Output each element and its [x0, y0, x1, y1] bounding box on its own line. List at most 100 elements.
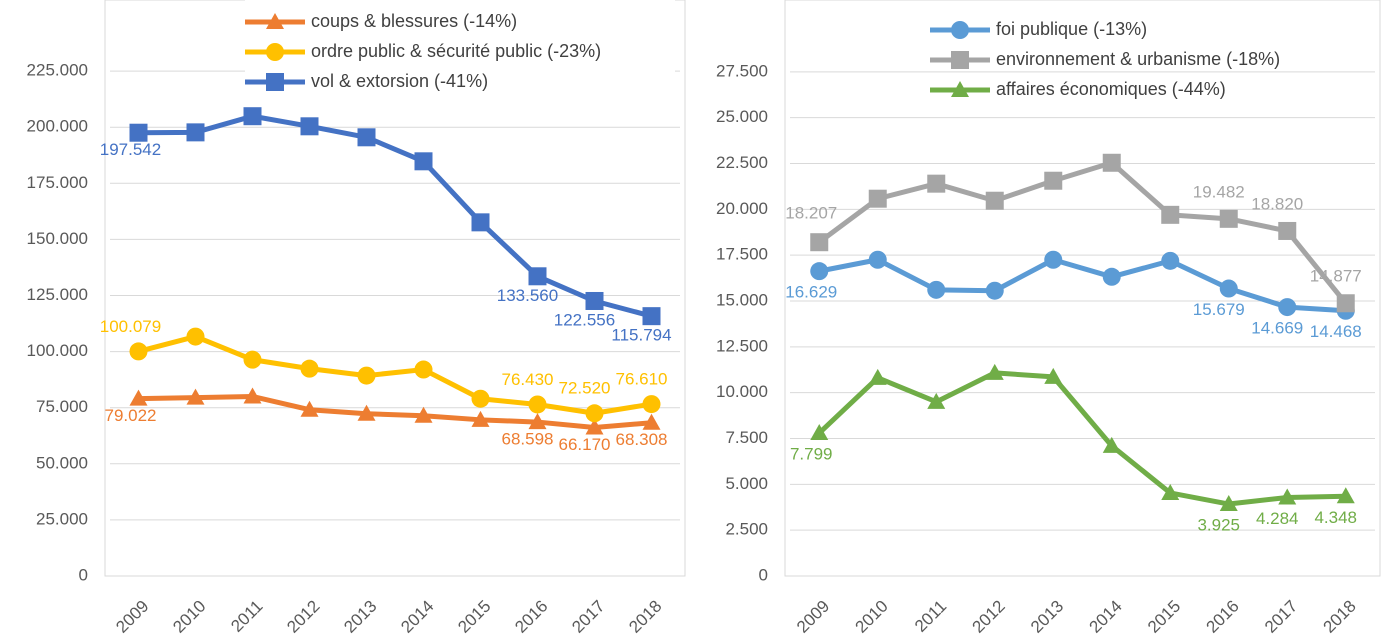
series-line — [817, 160, 1348, 305]
data-point — [300, 117, 319, 136]
data-point — [1102, 153, 1121, 172]
data-point — [1044, 171, 1063, 190]
y-tick-label: 20.000 — [716, 199, 768, 218]
series-line — [138, 393, 652, 431]
data-point — [1219, 279, 1238, 298]
data-label: 3.925 — [1197, 516, 1240, 535]
data-point — [414, 360, 433, 379]
data-point — [471, 389, 490, 408]
data-label: 76.430 — [502, 370, 554, 389]
y-tick-label: 175.000 — [27, 173, 88, 192]
data-label: 68.598 — [502, 430, 554, 449]
y-tick-label: 22.500 — [716, 153, 768, 172]
data-point — [1336, 487, 1355, 504]
data-label: 7.799 — [790, 445, 833, 464]
data-point — [868, 189, 887, 208]
legend-marker — [951, 21, 969, 39]
legend-label: vol & extorsion (-41%) — [311, 71, 488, 91]
data-point — [585, 418, 604, 435]
y-tick-label: 7.500 — [725, 428, 768, 447]
data-point — [186, 388, 205, 405]
data-point — [927, 392, 946, 409]
data-point — [985, 363, 1004, 380]
y-tick-label: 0 — [79, 565, 88, 584]
legend-label: ordre public & sécurité public (-23%) — [311, 41, 601, 61]
data-point — [1278, 488, 1297, 505]
data-point — [1044, 367, 1063, 384]
y-tick-label: 10.000 — [716, 382, 768, 401]
data-point — [243, 350, 262, 369]
data-point — [1102, 267, 1121, 286]
data-label: 14.877 — [1310, 267, 1362, 286]
legend-box — [245, 0, 675, 110]
data-label: 133.560 — [497, 286, 558, 305]
data-label: 19.482 — [1193, 182, 1245, 201]
data-point — [810, 424, 829, 441]
data-label: 68.308 — [616, 430, 668, 449]
data-point — [129, 389, 148, 406]
data-point — [186, 327, 205, 346]
y-tick-label: 5.000 — [725, 474, 768, 493]
data-label: 122.556 — [554, 310, 615, 329]
data-label: 76.610 — [616, 370, 668, 389]
data-point — [985, 281, 1004, 300]
data-label: 115.794 — [611, 326, 671, 345]
y-tick-label: 125.000 — [27, 285, 88, 304]
y-tick-label: 25.000 — [716, 107, 768, 126]
data-point — [642, 413, 661, 430]
data-point — [585, 404, 604, 423]
data-point — [414, 152, 433, 171]
data-point — [471, 213, 490, 232]
series-line — [138, 113, 653, 319]
legend-marker — [266, 13, 284, 29]
data-point — [1161, 205, 1180, 224]
data-point — [1336, 294, 1355, 313]
data-point — [868, 368, 887, 385]
data-label: 4.348 — [1314, 508, 1357, 527]
data-point — [1219, 495, 1238, 512]
y-tick-label: 225.000 — [27, 61, 88, 80]
y-tick-label: 100.000 — [27, 341, 88, 360]
series-line — [817, 370, 1346, 507]
data-point — [528, 267, 547, 286]
y-tick-label: 75.000 — [36, 397, 88, 416]
legend-label: environnement & urbanisme (-18%) — [996, 49, 1280, 69]
data-point — [642, 395, 661, 414]
data-point — [528, 395, 547, 414]
legend-marker — [266, 43, 284, 61]
data-point — [129, 342, 148, 361]
data-label: 100.079 — [100, 317, 161, 336]
data-label: 4.284 — [1256, 509, 1299, 528]
data-point — [186, 123, 205, 142]
data-label: 18.820 — [1251, 194, 1303, 213]
data-point — [471, 410, 490, 427]
data-point — [357, 404, 376, 421]
data-point — [868, 250, 887, 269]
legend-label: foi publique (-13%) — [996, 19, 1147, 39]
y-tick-label: 12.500 — [716, 336, 768, 355]
data-point — [357, 128, 376, 147]
data-point — [243, 107, 262, 126]
data-point — [243, 387, 262, 404]
data-point — [1102, 436, 1121, 453]
y-tick-label: 17.500 — [716, 245, 768, 264]
data-point — [1278, 221, 1297, 240]
data-point — [1044, 250, 1063, 269]
series-line — [137, 334, 652, 416]
data-point — [129, 123, 148, 142]
y-tick-label: 15.000 — [716, 290, 768, 309]
data-point — [810, 233, 829, 252]
y-tick-label: 27.500 — [716, 61, 768, 80]
data-point — [528, 413, 547, 430]
legend-label: coups & blessures (-14%) — [311, 11, 517, 31]
legend-marker — [266, 73, 284, 91]
data-point — [985, 191, 1004, 210]
data-label: 18.207 — [785, 204, 837, 223]
y-tick-label: 150.000 — [27, 229, 88, 248]
data-label: 66.170 — [559, 435, 611, 454]
data-point — [300, 359, 319, 378]
data-point — [585, 291, 604, 310]
data-label: 15.679 — [1193, 300, 1245, 319]
y-tick-label: 0 — [759, 565, 768, 584]
